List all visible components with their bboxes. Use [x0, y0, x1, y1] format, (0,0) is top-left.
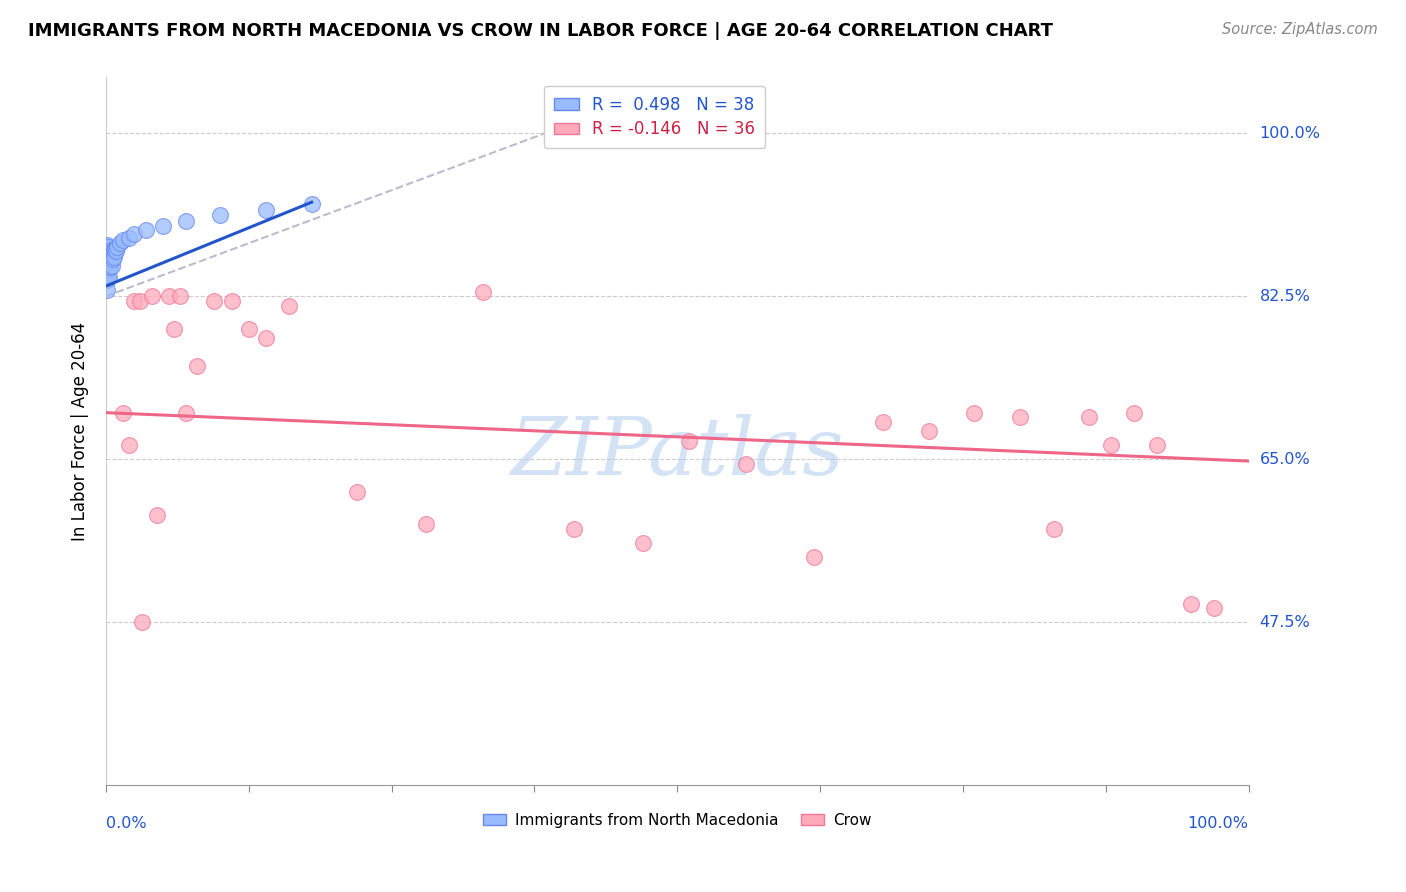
Point — [131, 615, 153, 629]
Point — [963, 406, 986, 420]
Point — [103, 250, 125, 264]
Point — [631, 536, 654, 550]
Point — [96, 273, 118, 287]
Point — [917, 424, 939, 438]
Point — [104, 242, 127, 256]
Point — [1123, 406, 1146, 420]
Point — [97, 270, 120, 285]
Point — [100, 250, 122, 264]
Point — [105, 240, 128, 254]
Point — [112, 406, 135, 420]
Point — [1077, 410, 1099, 425]
Point — [254, 331, 277, 345]
Point — [221, 293, 243, 308]
Text: IMMIGRANTS FROM NORTH MACEDONIA VS CROW IN LABOR FORCE | AGE 20-64 CORRELATION C: IMMIGRANTS FROM NORTH MACEDONIA VS CROW … — [28, 22, 1053, 40]
Point — [100, 245, 122, 260]
Point — [1180, 597, 1202, 611]
Point — [254, 202, 277, 217]
Point — [129, 293, 152, 308]
Point — [100, 259, 122, 273]
Point — [135, 223, 157, 237]
Point — [1146, 438, 1168, 452]
Point — [97, 252, 120, 266]
Point — [152, 219, 174, 234]
Point — [415, 517, 437, 532]
Point — [118, 438, 141, 452]
Point — [803, 549, 825, 564]
Point — [112, 233, 135, 247]
Point — [97, 243, 120, 257]
Text: 100.0%: 100.0% — [1188, 815, 1249, 830]
Point — [124, 227, 146, 241]
Point — [97, 240, 120, 254]
Point — [301, 197, 323, 211]
Point — [98, 269, 121, 284]
Point — [157, 289, 180, 303]
Point — [1043, 522, 1066, 536]
Point — [105, 244, 128, 258]
Point — [118, 230, 141, 244]
Point — [1008, 410, 1031, 425]
Text: 0.0%: 0.0% — [105, 815, 146, 830]
Text: 47.5%: 47.5% — [1260, 615, 1310, 630]
Point — [100, 252, 122, 267]
Point — [96, 245, 118, 260]
Point — [678, 434, 700, 448]
Point — [101, 244, 124, 259]
Point — [101, 252, 124, 266]
Text: 65.0%: 65.0% — [1260, 451, 1310, 467]
Point — [96, 264, 118, 278]
Point — [96, 283, 118, 297]
Point — [124, 293, 146, 308]
Point — [238, 322, 260, 336]
Point — [96, 238, 118, 252]
Point — [209, 208, 232, 222]
Point — [472, 285, 495, 299]
Point — [872, 415, 894, 429]
Point — [169, 289, 191, 303]
Point — [174, 214, 197, 228]
Point — [564, 522, 586, 536]
Point — [141, 289, 163, 303]
Point — [100, 260, 122, 275]
Point — [108, 236, 131, 251]
Point — [346, 484, 368, 499]
Point — [146, 508, 169, 522]
Point — [98, 254, 121, 268]
Y-axis label: In Labor Force | Age 20-64: In Labor Force | Age 20-64 — [72, 322, 89, 541]
Point — [100, 243, 122, 257]
Text: 100.0%: 100.0% — [1260, 126, 1320, 141]
Point — [97, 261, 120, 276]
Point — [734, 457, 756, 471]
Point — [103, 243, 125, 257]
Text: Source: ZipAtlas.com: Source: ZipAtlas.com — [1222, 22, 1378, 37]
Point — [163, 322, 186, 336]
Point — [204, 293, 226, 308]
Point — [1101, 438, 1123, 452]
Point — [98, 247, 121, 261]
Legend: Immigrants from North Macedonia, Crow: Immigrants from North Macedonia, Crow — [477, 807, 877, 834]
Point — [186, 359, 208, 373]
Point — [277, 299, 299, 313]
Point — [98, 262, 121, 277]
Point — [96, 254, 118, 268]
Text: ZIPatlas: ZIPatlas — [510, 414, 844, 491]
Text: 82.5%: 82.5% — [1260, 289, 1310, 304]
Point — [174, 406, 197, 420]
Point — [1204, 601, 1226, 615]
